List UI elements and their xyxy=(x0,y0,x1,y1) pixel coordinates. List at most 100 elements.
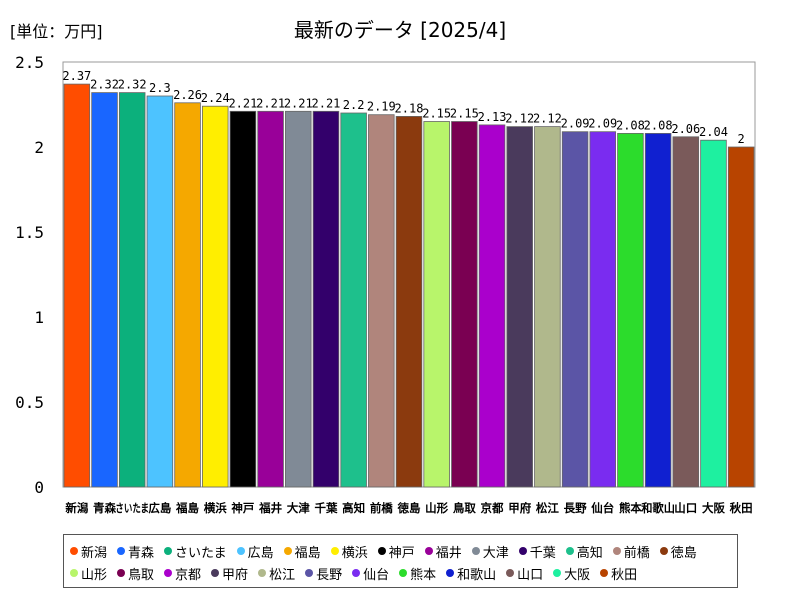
data-label: 2.06 xyxy=(671,122,700,136)
x-tick-label: 山口 xyxy=(674,501,697,515)
legend-item: 青森 xyxy=(117,540,154,562)
legend-label: 高知 xyxy=(576,545,603,561)
legend-item: さいたま xyxy=(164,540,227,562)
bar xyxy=(146,95,174,488)
data-label: 2.13 xyxy=(478,110,507,124)
data-label: 2.21 xyxy=(284,96,313,110)
data-label: 2.12 xyxy=(505,112,534,126)
legend-swatch xyxy=(236,547,245,555)
legend-swatch xyxy=(164,547,173,555)
bar xyxy=(589,131,616,488)
bar xyxy=(174,102,201,488)
bar-chart: 00.511.522.5 2.37新潟2.32青森2.32さいたま2.3広島2.… xyxy=(15,53,756,515)
x-tick-label: 高知 xyxy=(342,501,365,515)
bar-layer xyxy=(63,83,755,488)
legend-label: 広島 xyxy=(247,545,274,561)
legend-label: 大阪 xyxy=(564,567,591,583)
legend-swatch xyxy=(70,547,78,555)
x-tick-label: 鳥取 xyxy=(453,501,476,515)
x-tick-label: 千葉 xyxy=(314,501,337,515)
x-tick-label: 神戸 xyxy=(231,501,254,515)
bar xyxy=(229,110,257,488)
legend-label: 山形 xyxy=(81,567,108,583)
legend-label: 仙台 xyxy=(363,567,390,583)
data-label: 2.04 xyxy=(699,125,728,139)
data-label: 2.2 xyxy=(343,98,365,112)
legend: 新潟 青森 さいたま 広島 福島 横浜 神戸 福井 大津 千葉 高知 前橋 徳島 山形 鳥取 京都 甲府 松江 長野… xyxy=(63,534,738,588)
data-label: 2.15 xyxy=(450,107,479,121)
x-tick-label: 長野 xyxy=(564,501,587,515)
bar xyxy=(727,146,755,488)
bar xyxy=(451,121,478,488)
legend-swatch xyxy=(258,569,267,577)
bar xyxy=(340,112,367,488)
legend-swatch xyxy=(117,547,126,555)
data-label: 2.08 xyxy=(644,118,673,132)
legend-label: 徳島 xyxy=(670,545,697,561)
legend-swatch xyxy=(305,569,314,577)
legend-swatch xyxy=(330,547,339,555)
bar xyxy=(63,83,91,488)
legend-swatch xyxy=(399,569,408,577)
legend-label: 山口 xyxy=(517,567,544,583)
x-tick-label: 大津 xyxy=(287,501,310,515)
data-label: 2.26 xyxy=(173,88,202,102)
y-tick-label: 1 xyxy=(34,308,44,327)
legend-label: 福島 xyxy=(294,545,321,561)
legend-label: 鳥取 xyxy=(128,567,155,583)
data-label: 2.08 xyxy=(616,118,645,132)
x-tick-label: 徳島 xyxy=(397,501,421,515)
data-label: 2.3 xyxy=(149,81,171,95)
legend-swatch xyxy=(612,547,621,555)
x-tick-label: 甲府 xyxy=(508,501,531,515)
bar xyxy=(368,114,395,488)
legend-item: 長野 xyxy=(305,562,342,584)
legend-swatch xyxy=(424,547,433,555)
unit-label: [単位：万円] xyxy=(10,22,103,41)
legend-item: 大阪 xyxy=(553,562,590,584)
x-tick-label: 前橋 xyxy=(370,501,393,515)
x-tick-label: 新潟 xyxy=(65,501,88,515)
data-label: 2.32 xyxy=(118,78,147,92)
bar xyxy=(644,132,672,488)
x-tick-label: 福島 xyxy=(175,501,199,515)
x-tick-label: 熊本 xyxy=(619,501,642,515)
x-tick-label: 山形 xyxy=(425,501,448,515)
legend-label: 横浜 xyxy=(341,545,368,561)
legend-item: 福島 xyxy=(283,540,321,562)
data-label: 2.09 xyxy=(588,117,617,131)
legend-swatch xyxy=(659,547,668,555)
legend-label: 京都 xyxy=(175,567,202,583)
legend-label: 青森 xyxy=(128,545,155,561)
y-tick-label: 2 xyxy=(34,138,44,157)
legend-item: 京都 xyxy=(164,562,201,584)
legend-item: 仙台 xyxy=(352,562,389,584)
data-label: 2.15 xyxy=(422,107,451,121)
legend-item: 秋田 xyxy=(600,562,637,584)
bar xyxy=(312,110,340,488)
x-tick-label: 青森 xyxy=(93,501,116,515)
legend-item: 大津 xyxy=(471,540,509,562)
data-label: 2.32 xyxy=(90,78,119,92)
x-tick-label: 大阪 xyxy=(702,501,725,515)
legend-item: 神戸 xyxy=(377,540,415,562)
data-label: 2.21 xyxy=(312,96,341,110)
data-label: 2.21 xyxy=(228,96,257,110)
x-tick-label: 広島 xyxy=(148,501,171,515)
legend-item: 鳥取 xyxy=(117,562,154,584)
bar xyxy=(423,121,450,488)
legend-item: 千葉 xyxy=(518,540,556,562)
bar xyxy=(478,124,506,488)
legend-swatch xyxy=(352,569,361,577)
legend-item: 熊本 xyxy=(399,562,436,584)
legend-label: 福井 xyxy=(435,545,462,561)
chart-title: 最新のデータ [2025/4] xyxy=(293,18,507,42)
legend-item: 山形 xyxy=(70,562,107,584)
x-tick-label: 京都 xyxy=(481,501,504,515)
bar xyxy=(285,110,312,488)
bar xyxy=(257,110,284,488)
bar xyxy=(534,126,561,488)
legend-item: 広島 xyxy=(236,540,274,562)
legend-label: 前橋 xyxy=(623,545,650,561)
data-label: 2.24 xyxy=(201,91,230,105)
